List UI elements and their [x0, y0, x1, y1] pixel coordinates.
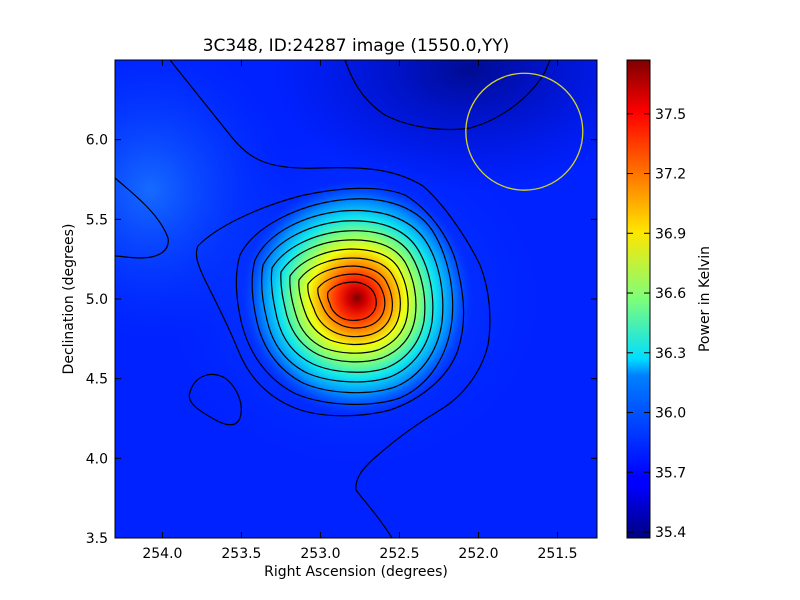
- y-tick-label: 4.5: [86, 372, 108, 388]
- colorbar-ticks: 35.4 35.7 36.0 36.3 36.6 36.9 37.2 37.5: [627, 107, 686, 541]
- contour-line: [307, 265, 393, 338]
- contour-line: [298, 257, 401, 346]
- contour-line: [251, 209, 444, 394]
- colorbar-tick-label: 36.0: [655, 406, 686, 422]
- heatmap-source-peak: [242, 180, 472, 416]
- contour-line: [355, 489, 393, 538]
- contour-line: [327, 281, 377, 321]
- x-axis-label: Right Ascension (degrees): [264, 564, 448, 580]
- contour-line: [261, 220, 434, 383]
- x-tick-label: 251.5: [537, 546, 577, 562]
- colorbar-gradient: [626, 59, 651, 539]
- colorbar: 35.4 35.7 36.0 36.3 36.6 36.9 37.2 37.5 Power i…: [626, 59, 713, 541]
- x-tick-label: 252.5: [379, 546, 419, 562]
- y-tick-label: 6.0: [86, 133, 108, 149]
- colorbar-tick-label: 36.3: [655, 346, 686, 362]
- contour-line: [195, 187, 465, 417]
- heatmap-plot-area: [115, 60, 597, 538]
- y-tick-label: 3.5: [86, 531, 108, 547]
- colorbar-tick-label: 37.2: [655, 167, 686, 183]
- colorbar-tick-label: 36.6: [655, 286, 686, 302]
- y-tick-label: 4.0: [86, 451, 108, 467]
- contour-line: [235, 198, 454, 405]
- colorbar-tick-label: 35.7: [655, 465, 686, 481]
- x-tick-label: 252.0: [458, 546, 498, 562]
- colorbar-tick-label: 36.9: [655, 226, 686, 242]
- y-axis-ticks: 3.5 4.0 4.5 5.0 5.5 6.0: [86, 133, 597, 547]
- y-tick-label: 5.5: [86, 212, 108, 228]
- contour-line: [115, 177, 169, 259]
- contour-line: [344, 60, 551, 131]
- x-tick-label: 254.0: [142, 546, 182, 562]
- y-tick-label: 5.0: [86, 292, 108, 308]
- x-tick-label: 253.5: [221, 546, 261, 562]
- contour-line: [280, 239, 417, 363]
- contour-lines: [115, 60, 551, 538]
- beam-circle: [465, 72, 584, 191]
- y-axis-label: Declination (degrees): [61, 224, 77, 375]
- chart-title: 3C348, ID:24287 image (1550.0,YY): [203, 36, 510, 56]
- colorbar-label: Power in Kelvin: [697, 246, 713, 352]
- contour-line: [188, 373, 242, 426]
- colorbar-tick-label: 35.4: [655, 525, 686, 541]
- colorbar-tick-label: 37.5: [655, 107, 686, 123]
- contour-line: [289, 248, 409, 354]
- contour-line: [270, 230, 426, 373]
- x-axis-ticks: 254.0 253.5 253.0 252.5 252.0 251.5: [142, 60, 578, 562]
- contour-line: [169, 60, 491, 491]
- x-tick-label: 253.0: [300, 546, 340, 562]
- contour-line: [317, 273, 386, 329]
